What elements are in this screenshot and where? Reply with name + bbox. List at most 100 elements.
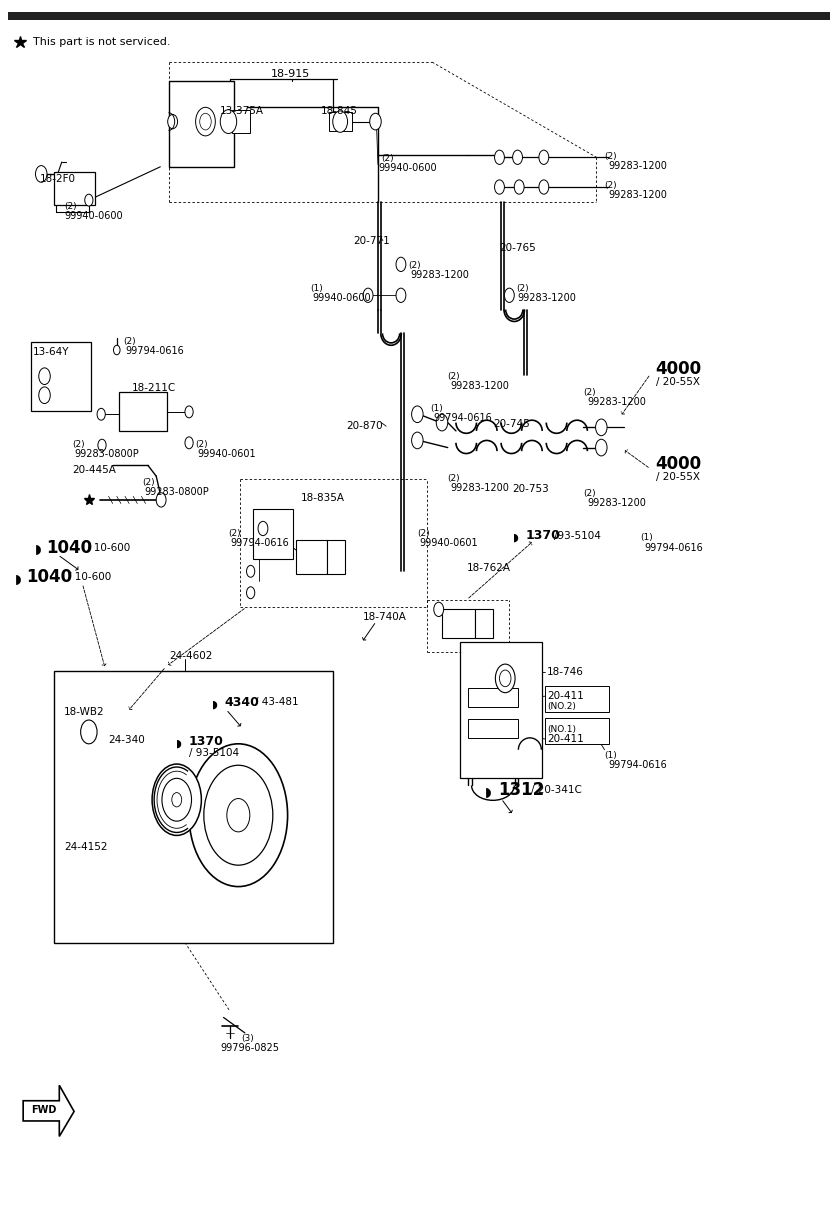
Circle shape bbox=[539, 151, 549, 164]
Text: 18-746: 18-746 bbox=[547, 668, 584, 677]
Text: 20-411: 20-411 bbox=[547, 691, 584, 702]
Text: /93-5104: /93-5104 bbox=[554, 531, 601, 540]
Bar bbox=[232, 109, 250, 134]
Text: (2): (2) bbox=[516, 284, 529, 293]
Text: 99940-0600: 99940-0600 bbox=[378, 163, 437, 172]
Text: (1): (1) bbox=[604, 751, 618, 760]
Text: 99940-0600: 99940-0600 bbox=[313, 293, 371, 302]
Bar bbox=[468, 688, 518, 707]
Text: (2): (2) bbox=[583, 388, 596, 397]
Bar bbox=[475, 609, 493, 637]
Text: 18-835A: 18-835A bbox=[301, 493, 344, 503]
Circle shape bbox=[333, 110, 348, 132]
Text: (2): (2) bbox=[229, 529, 241, 538]
Text: (2): (2) bbox=[142, 477, 155, 487]
Bar bbox=[442, 609, 475, 637]
Text: 18-845: 18-845 bbox=[320, 106, 357, 115]
Text: 20-765: 20-765 bbox=[499, 243, 536, 253]
Text: 18-211C: 18-211C bbox=[132, 384, 176, 393]
Text: ◗: ◗ bbox=[176, 739, 182, 749]
Circle shape bbox=[35, 165, 47, 182]
Bar bbox=[119, 392, 167, 431]
Bar bbox=[328, 112, 352, 131]
Text: 1312: 1312 bbox=[498, 782, 544, 799]
Circle shape bbox=[434, 602, 443, 617]
Text: 13-375A: 13-375A bbox=[220, 106, 264, 115]
Text: 4340: 4340 bbox=[225, 696, 259, 709]
Text: 18-915: 18-915 bbox=[272, 69, 310, 79]
Circle shape bbox=[185, 437, 193, 449]
Text: 99794-0616: 99794-0616 bbox=[125, 346, 184, 356]
Circle shape bbox=[39, 368, 50, 385]
Text: ◗: ◗ bbox=[514, 533, 520, 543]
Bar bbox=[460, 641, 542, 778]
Circle shape bbox=[168, 114, 178, 129]
Text: 24-4602: 24-4602 bbox=[169, 651, 213, 660]
Circle shape bbox=[494, 151, 504, 164]
Text: 99940-0601: 99940-0601 bbox=[197, 448, 256, 459]
Text: (2): (2) bbox=[603, 152, 617, 160]
Text: 1040: 1040 bbox=[46, 539, 92, 556]
Text: ◗: ◗ bbox=[34, 544, 41, 556]
Text: 99940-0600: 99940-0600 bbox=[65, 210, 123, 221]
Text: (2): (2) bbox=[195, 439, 209, 448]
Circle shape bbox=[80, 720, 97, 744]
Circle shape bbox=[85, 194, 93, 206]
Circle shape bbox=[370, 113, 381, 130]
Bar bbox=[327, 540, 345, 574]
Text: / 43-481: / 43-481 bbox=[255, 697, 298, 708]
Circle shape bbox=[437, 414, 447, 431]
Text: (NO.1): (NO.1) bbox=[547, 725, 576, 734]
Text: (1): (1) bbox=[641, 533, 654, 543]
Circle shape bbox=[98, 439, 106, 452]
Circle shape bbox=[513, 151, 522, 164]
Text: (2): (2) bbox=[381, 154, 394, 163]
Circle shape bbox=[204, 765, 273, 866]
Text: 1040: 1040 bbox=[27, 568, 73, 586]
Text: 20-445A: 20-445A bbox=[72, 465, 116, 475]
Bar bbox=[253, 510, 292, 560]
Circle shape bbox=[113, 345, 120, 354]
Text: 99283-1200: 99283-1200 bbox=[608, 191, 667, 200]
Circle shape bbox=[495, 664, 515, 693]
Text: 1370: 1370 bbox=[189, 734, 224, 748]
Circle shape bbox=[246, 566, 255, 578]
Text: (1): (1) bbox=[311, 284, 323, 293]
Text: 20-771: 20-771 bbox=[354, 236, 390, 245]
Circle shape bbox=[396, 288, 406, 302]
Text: 99283-1200: 99283-1200 bbox=[587, 397, 646, 408]
Text: / 20-341C: / 20-341C bbox=[530, 785, 582, 795]
Text: 1370: 1370 bbox=[525, 529, 561, 543]
Text: (NO.2): (NO.2) bbox=[547, 703, 576, 711]
Text: 20-870: 20-870 bbox=[347, 421, 383, 431]
Text: 99283-1200: 99283-1200 bbox=[608, 160, 667, 171]
Text: 4000: 4000 bbox=[655, 361, 701, 378]
Text: ◗: ◗ bbox=[212, 699, 218, 709]
Text: / 20-55X: / 20-55X bbox=[655, 378, 700, 387]
Polygon shape bbox=[23, 1085, 74, 1136]
Text: ◗: ◗ bbox=[15, 573, 22, 586]
Text: (2): (2) bbox=[603, 181, 617, 191]
Text: 20-753: 20-753 bbox=[513, 484, 550, 494]
Text: 99794-0616: 99794-0616 bbox=[230, 538, 289, 548]
Text: (2): (2) bbox=[447, 473, 459, 483]
Circle shape bbox=[411, 432, 423, 449]
Bar bbox=[31, 341, 91, 410]
Circle shape bbox=[411, 405, 423, 422]
Text: (1): (1) bbox=[431, 404, 443, 413]
Text: (2): (2) bbox=[72, 439, 85, 448]
Text: 99283-1200: 99283-1200 bbox=[587, 499, 646, 509]
Bar bbox=[54, 171, 95, 205]
Text: 99283-1200: 99283-1200 bbox=[450, 483, 509, 493]
Text: 99283-1200: 99283-1200 bbox=[450, 381, 509, 391]
Text: 4000: 4000 bbox=[655, 455, 701, 473]
Bar bbox=[54, 671, 333, 942]
Text: (3): (3) bbox=[241, 1034, 254, 1043]
Circle shape bbox=[396, 257, 406, 272]
Circle shape bbox=[162, 778, 192, 821]
Circle shape bbox=[185, 405, 193, 418]
Text: ◗: ◗ bbox=[484, 787, 491, 799]
Bar bbox=[468, 719, 518, 738]
Text: 18-740A: 18-740A bbox=[363, 612, 407, 622]
Text: 99283-1200: 99283-1200 bbox=[411, 270, 469, 280]
